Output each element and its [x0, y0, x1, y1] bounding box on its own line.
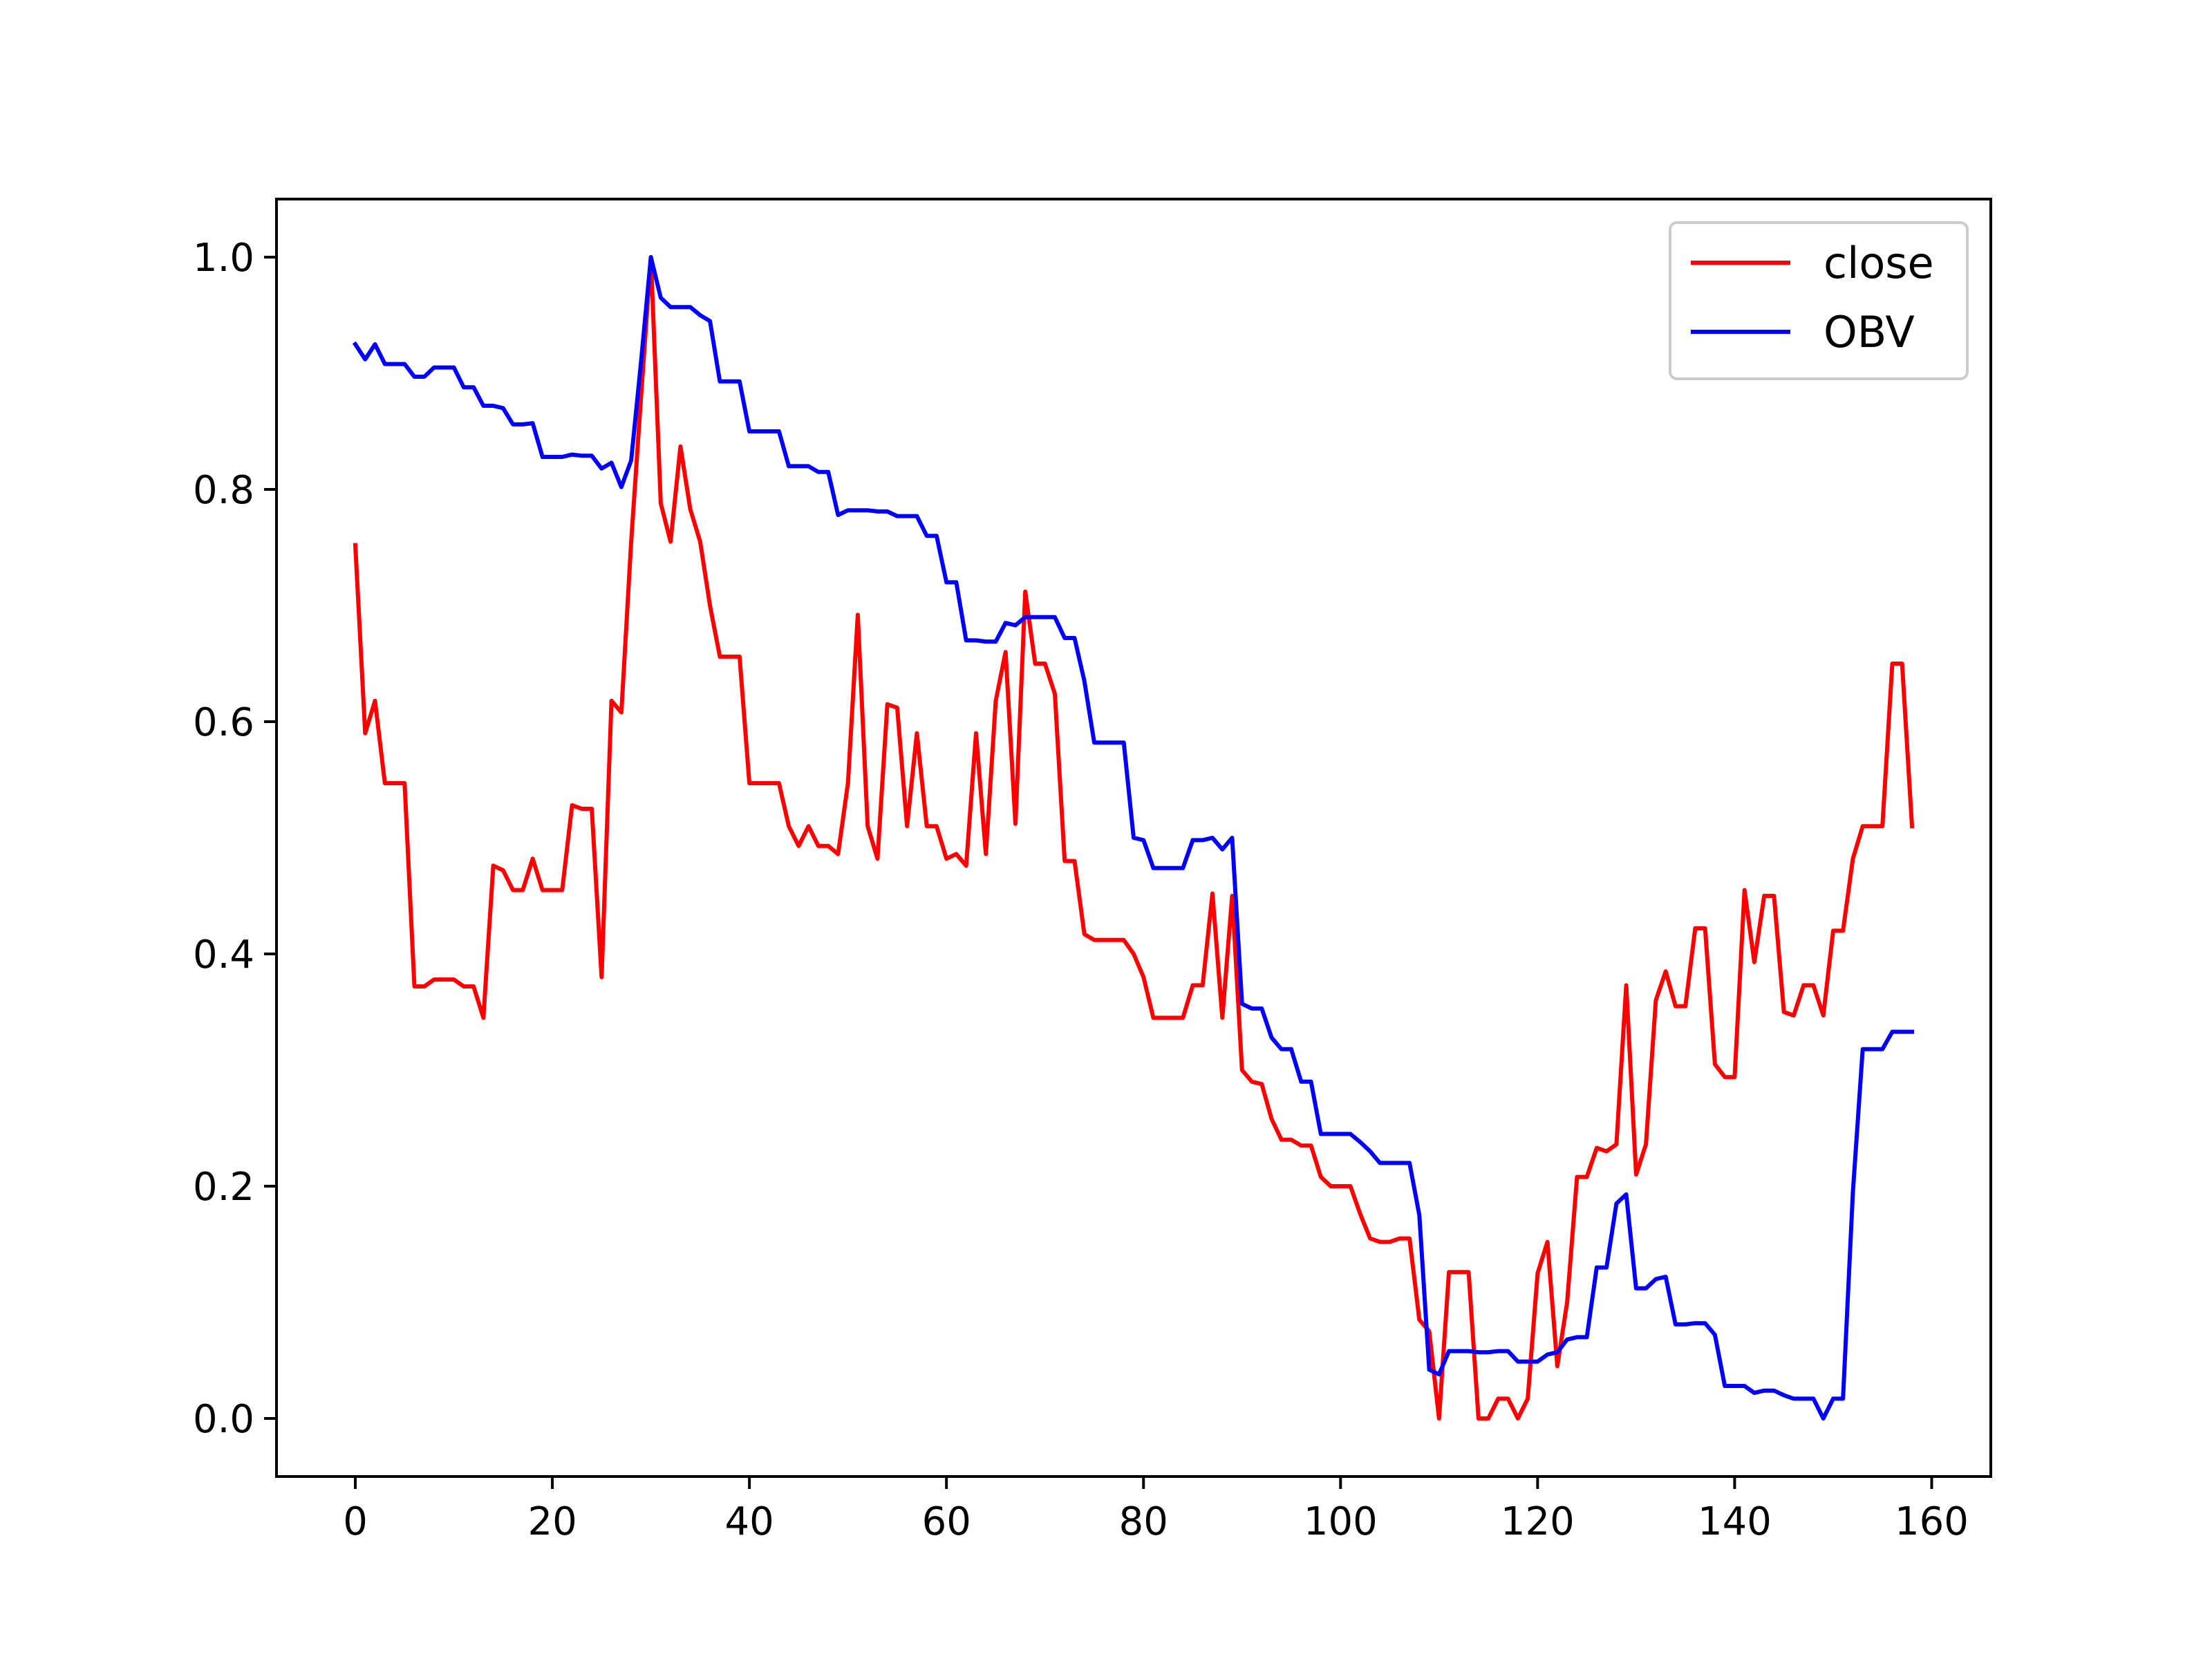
x-tick-label: 160 — [1895, 1499, 1969, 1544]
legend-label-close: close — [1824, 238, 1934, 288]
y-tick-label: 0.8 — [193, 468, 254, 513]
x-tick-label: 60 — [922, 1499, 971, 1544]
x-tick-label: 80 — [1119, 1499, 1168, 1544]
y-tick-label: 0.6 — [193, 700, 254, 745]
x-tick-label: 140 — [1698, 1499, 1772, 1544]
legend-label-obv: OBV — [1824, 307, 1915, 357]
x-tick-label: 100 — [1304, 1499, 1378, 1544]
x-axis: 0 20 40 60 80 100 120 140 160 — [343, 1477, 1969, 1544]
series-line-close — [353, 255, 1915, 1421]
y-tick-label: 0.4 — [193, 932, 254, 977]
x-tick-label: 20 — [527, 1499, 577, 1544]
y-tick-label: 1.0 — [193, 236, 254, 281]
series-layer — [352, 255, 1915, 1421]
plot-frame — [275, 198, 1992, 1478]
y-tick-label: 0.2 — [193, 1165, 254, 1210]
x-tick-label: 0 — [343, 1499, 368, 1544]
y-axis: 0.0 0.2 0.4 0.6 0.8 1.0 — [193, 236, 276, 1442]
x-tick-label: 120 — [1501, 1499, 1575, 1544]
series-line-obv — [352, 255, 1914, 1421]
legend: close OBV — [1669, 221, 1969, 380]
x-tick-label: 40 — [725, 1499, 774, 1544]
y-tick-label: 0.0 — [193, 1397, 254, 1442]
